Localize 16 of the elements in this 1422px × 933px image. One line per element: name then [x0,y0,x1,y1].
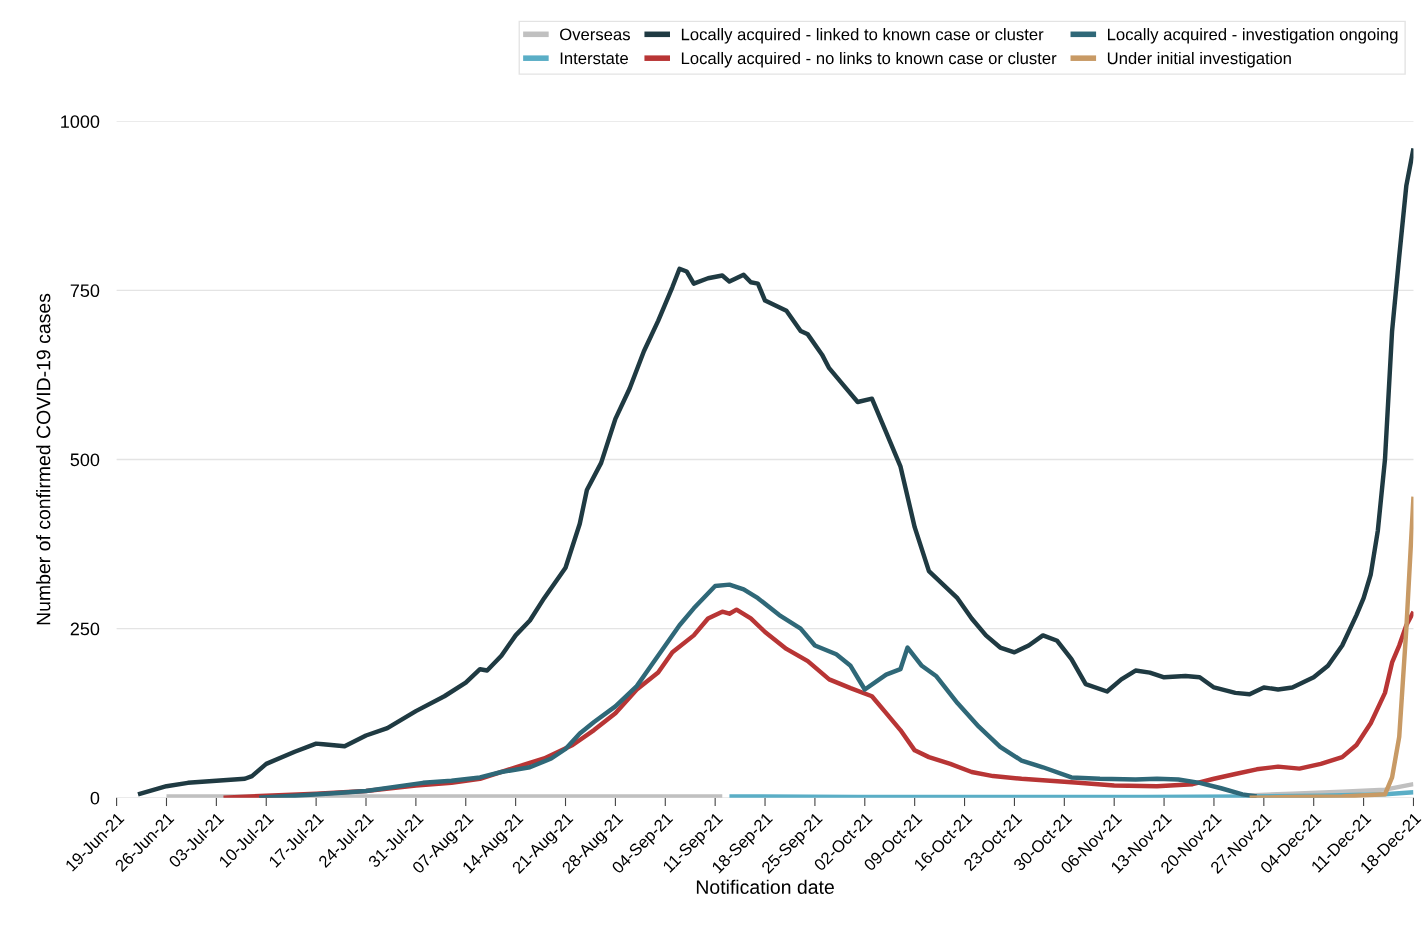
legend-label: Locally acquired - linked to known case or cluster [681,28,1044,44]
line-series [1247,494,1414,798]
y-tick-label: 250 [70,622,100,636]
legend-label: Under initial investigation [1107,51,1291,68]
legend-label: Locally acquired - investigation ongoing [1108,28,1398,44]
legend-label: Interstate [560,52,628,65]
x-axis-title: Notification date [696,879,834,894]
y-tick-label: 750 [70,284,100,298]
legend-label: Locally acquired - no links to known case or cluster [681,51,1057,68]
y-axis-title: Number of confirmed COVID-19 cases [36,293,51,625]
line-series [256,582,1259,798]
y-tick-label: 1000 [61,115,100,129]
line-series [135,146,1414,797]
legend-label: Overseas [560,28,630,41]
y-tick-label: 0 [90,791,100,805]
y-tick-label: 500 [70,453,100,467]
